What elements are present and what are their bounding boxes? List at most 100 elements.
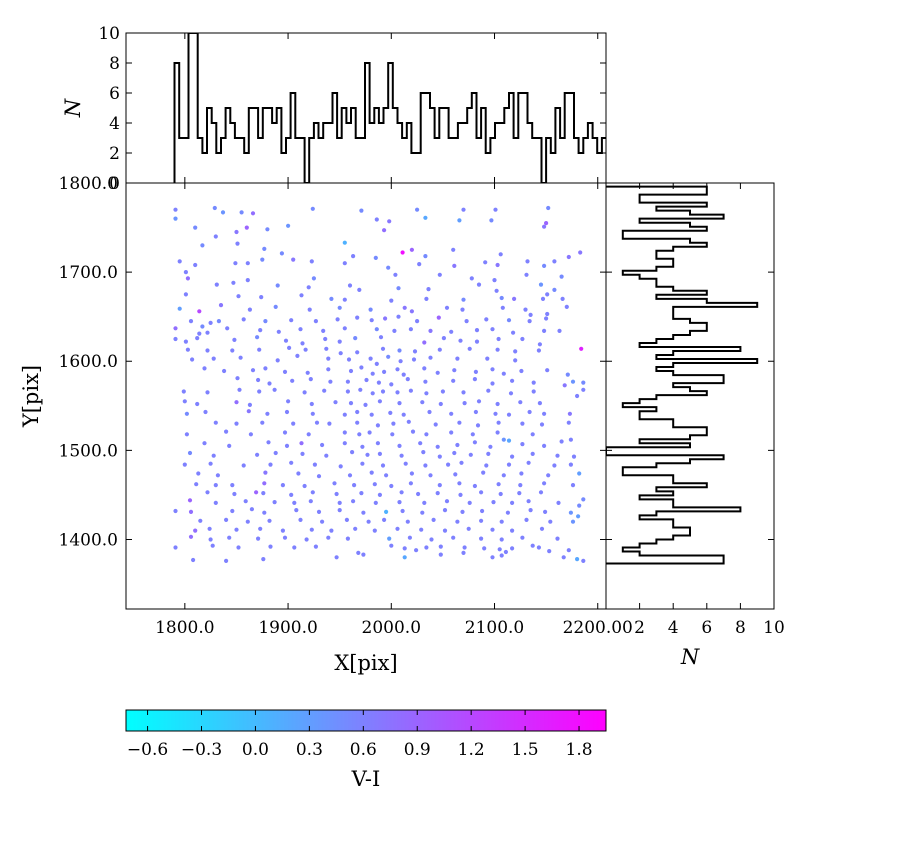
scatter-point [395, 526, 400, 531]
scatter-point [182, 399, 187, 404]
scatter-point [420, 510, 425, 515]
scatter-point [369, 318, 374, 323]
scatter-point [258, 526, 263, 531]
scatter-point [523, 307, 528, 312]
scatter-point [357, 432, 362, 437]
scatter-point [566, 254, 571, 260]
scatter-point [292, 545, 297, 550]
scatter-point [211, 453, 216, 458]
scatter-point [520, 535, 525, 540]
scatter-point [344, 517, 349, 523]
scatter-point [513, 358, 518, 363]
scatter-point [375, 423, 380, 428]
scatter-point [389, 298, 394, 303]
scatter-point [437, 454, 442, 459]
scatter-point [342, 412, 347, 417]
scatter-point [387, 536, 392, 541]
scatter-point [496, 482, 501, 487]
scatter-x-label: X[pix] [334, 651, 397, 675]
scatter-point [466, 526, 471, 531]
scatter-point [236, 545, 241, 550]
right-x-tick-label: 8 [735, 618, 746, 638]
scatter-point [469, 276, 474, 281]
scatter-point [544, 316, 549, 321]
scatter-point [195, 401, 200, 407]
scatter-point [501, 437, 506, 442]
scatter-point [542, 443, 547, 448]
scatter-point [205, 348, 210, 353]
scatter-point [546, 205, 551, 211]
scatter-point [193, 262, 198, 268]
scatter-point [337, 508, 342, 513]
scatter-point [363, 402, 368, 407]
scatter-point [461, 390, 466, 395]
scatter-point [194, 482, 199, 487]
scatter-point [498, 252, 503, 257]
scatter-point [225, 326, 230, 331]
scatter-point [428, 355, 433, 360]
scatter-y-ticks: 1400.0 1500.0 1600.0 1700.0 1800.0 [59, 174, 606, 550]
scatter-point [399, 453, 404, 458]
scatter-point [483, 260, 488, 265]
scatter-point [266, 440, 271, 445]
scatter-point [218, 303, 224, 308]
scatter-point [509, 528, 515, 533]
scatter-point [386, 265, 391, 270]
scatter-point [376, 380, 381, 385]
scatter-point [261, 491, 266, 496]
scatter-point [406, 419, 411, 424]
scatter-point [419, 527, 424, 532]
scatter-point [405, 377, 410, 382]
scatter-point [260, 257, 265, 262]
scatter-point [491, 500, 496, 505]
scatter-point [395, 367, 400, 372]
top-y-tick-label: 6 [109, 84, 120, 104]
scatter-point [506, 318, 512, 323]
scatter-point [216, 319, 221, 324]
scatter-point [415, 319, 420, 324]
scatter-point [537, 342, 543, 347]
scatter-point [460, 509, 465, 514]
scatter-point [570, 483, 576, 488]
scatter-point [566, 548, 571, 553]
scatter-point [337, 305, 342, 310]
scatter-point [369, 470, 374, 475]
colorbar-tick-label: −0.6 [127, 740, 168, 760]
scatter-point [299, 441, 304, 446]
scatter-point [449, 329, 454, 334]
scatter-point [495, 401, 500, 407]
scatter-point [282, 535, 288, 540]
scatter-point [555, 536, 560, 541]
scatter-point [397, 348, 402, 353]
scatter-point [490, 367, 495, 372]
scatter-point [543, 509, 548, 514]
scatter-point [205, 390, 210, 395]
scatter-point [282, 369, 288, 374]
scatter-point [566, 420, 571, 425]
scatter-point [384, 509, 389, 514]
scatter-point [338, 351, 343, 356]
scatter-point [243, 499, 248, 504]
scatter-point [298, 327, 303, 332]
scatter-point [326, 535, 331, 540]
scatter-point [402, 305, 407, 310]
scatter-point [559, 274, 564, 279]
scatter-point [451, 378, 456, 383]
scatter-point [263, 470, 268, 475]
scatter-point [435, 370, 440, 375]
scatter-point [424, 296, 429, 301]
colorbar-panel: −0.6 −0.3 0.0 0.3 0.6 0.9 1.2 1.5 1.8 V-I [125, 709, 607, 791]
scatter-point [474, 339, 480, 344]
scatter-point [345, 389, 350, 394]
scatter-point [332, 481, 337, 486]
scatter-point [482, 546, 487, 551]
scatter-point [326, 356, 331, 361]
scatter-point [542, 328, 547, 333]
scatter-point [564, 304, 569, 309]
scatter-point [275, 358, 280, 363]
scatter-point [197, 309, 202, 314]
scatter-point [527, 409, 532, 415]
scatter-point [302, 390, 307, 395]
right-x-tick-label: 2 [634, 618, 645, 638]
scatter-point [184, 432, 189, 437]
